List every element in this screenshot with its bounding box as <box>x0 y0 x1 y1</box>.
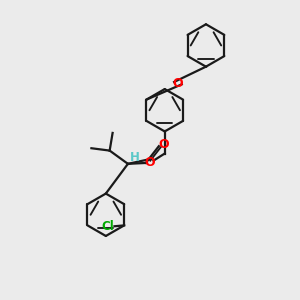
Text: H: H <box>130 152 140 164</box>
Text: Cl: Cl <box>102 220 114 233</box>
Text: O: O <box>172 77 183 90</box>
Text: O: O <box>158 138 169 151</box>
Text: O: O <box>145 156 155 169</box>
